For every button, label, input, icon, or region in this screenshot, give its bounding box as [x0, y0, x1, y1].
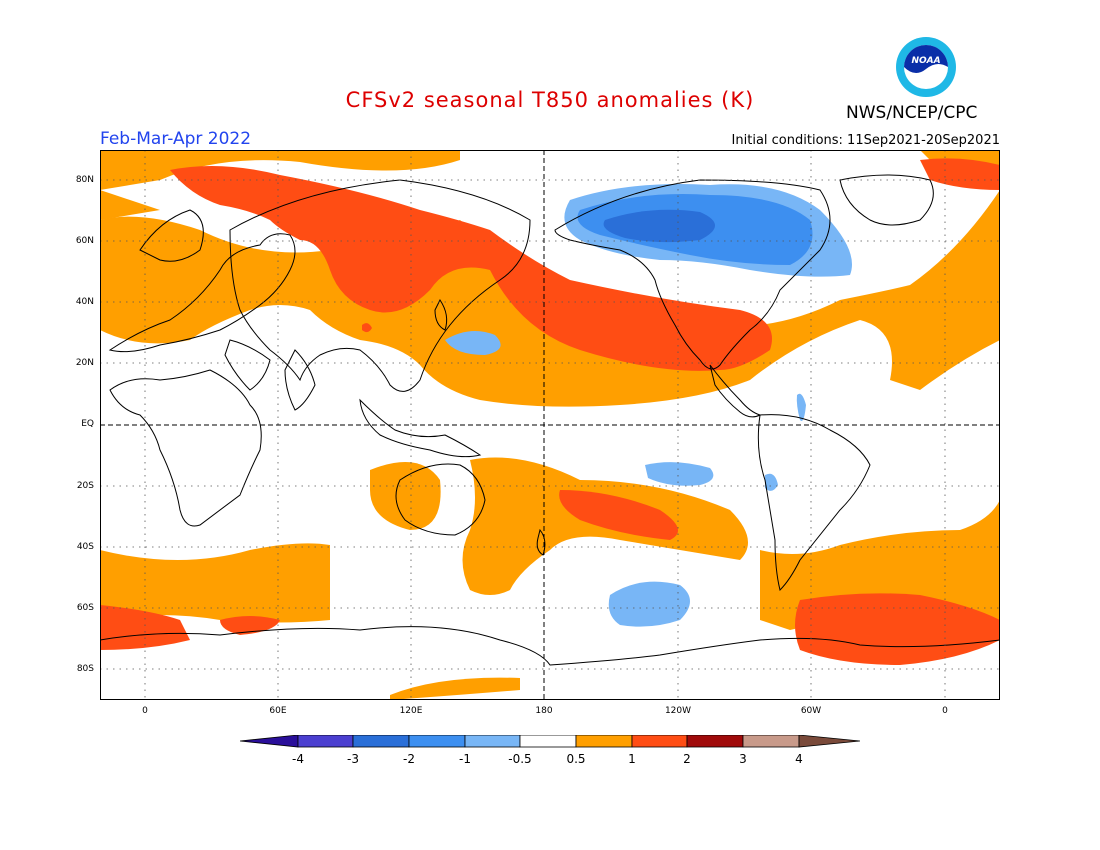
lon-label-180: 180: [535, 706, 553, 716]
lon-label-0-west: 0: [142, 706, 148, 716]
lat-label-60s: 60S: [76, 603, 94, 613]
colorbar-segment-pos1: [631, 735, 688, 748]
agency-label: NWS/NCEP/CPC: [846, 103, 978, 123]
lat-label-eq: EQ: [81, 419, 94, 429]
colorbar-label-neg1: -1: [459, 752, 471, 766]
lat-label-20s: 20S: [76, 481, 94, 491]
lat-label-60n: 60N: [75, 236, 94, 246]
colorbar-segment-neutral: [519, 735, 577, 748]
colorbar: [240, 735, 860, 748]
colorbar-segment-pos2: [686, 735, 744, 748]
lat-label-40n: 40N: [75, 297, 94, 307]
colorbar-segment-neg2: [408, 735, 466, 748]
colorbar-label-pos1: 1: [628, 752, 636, 766]
colorbar-segment-above-pos4: [798, 735, 860, 748]
colorbar-label-neg3: -3: [347, 752, 359, 766]
colorbar-segment-neg3: [352, 735, 410, 748]
lat-label-80s: 80S: [76, 664, 94, 674]
anomaly-band-positive-strong: [100, 158, 1000, 665]
anomaly-map: [100, 150, 1000, 700]
initial-conditions: Initial conditions: 11Sep2021-20Sep2021: [731, 133, 1000, 148]
forecast-period: Feb-Mar-Apr 2022: [100, 129, 252, 149]
colorbar-label-pos3: 3: [739, 752, 747, 766]
anomaly-band-negative-core: [603, 209, 715, 243]
lat-label-40s: 40S: [76, 542, 94, 552]
colorbar-label-pos4: 4: [795, 752, 803, 766]
colorbar-label-neg05: -0.5: [508, 752, 532, 766]
graticule: [100, 150, 1000, 700]
colorbar-label-neg2: -2: [403, 752, 415, 766]
lon-label-120w: 120W: [664, 706, 692, 716]
coastlines: [100, 174, 1000, 666]
lon-label-60w: 60W: [800, 706, 822, 716]
chart-title: CFSv2 seasonal T850 anomalies (K): [345, 88, 755, 112]
lat-label-80n: 80N: [75, 175, 94, 185]
colorbar-segment-neg4: [297, 735, 354, 748]
lon-label-120e: 120E: [399, 706, 423, 716]
colorbar-segment-neg1: [464, 735, 521, 748]
colorbar-label-pos05: 0.5: [566, 752, 586, 766]
colorbar-segment-below-neg4: [240, 735, 299, 748]
colorbar-label-neg4: -4: [292, 752, 304, 766]
noaa-logo: NOAA: [896, 37, 956, 97]
lon-label-60e: 60E: [269, 706, 287, 716]
svg-text:NOAA: NOAA: [911, 56, 940, 66]
colorbar-segment-pos05: [575, 735, 633, 748]
lat-label-20n: 20N: [75, 358, 94, 368]
lon-label-0-east: 0: [942, 706, 948, 716]
colorbar-segment-pos3: [742, 735, 800, 748]
reference-lines: [100, 150, 1000, 700]
colorbar-label-pos2: 2: [683, 752, 691, 766]
